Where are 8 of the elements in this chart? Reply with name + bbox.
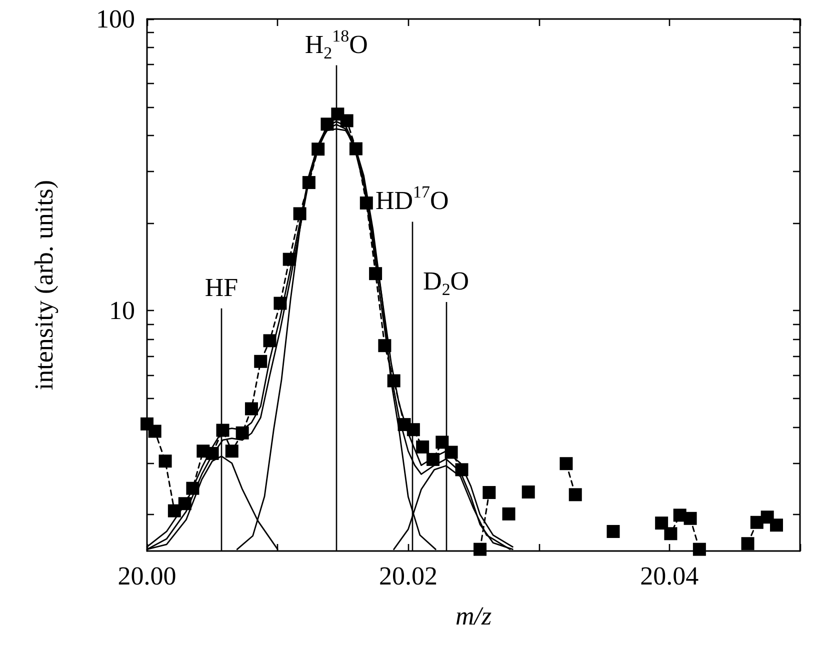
x-axis-title: m/z [455, 602, 492, 630]
x-tick-label: 20.04 [640, 562, 699, 590]
x-tick-label: 20.00 [118, 562, 176, 590]
y-tick-label: 10 [109, 296, 135, 326]
y-tick-label: 100 [96, 4, 135, 34]
y-axis-title: intensity (arb. units) [30, 180, 58, 390]
ref-line-label: HF [204, 272, 238, 302]
x-tick-label: 20.02 [378, 562, 438, 590]
